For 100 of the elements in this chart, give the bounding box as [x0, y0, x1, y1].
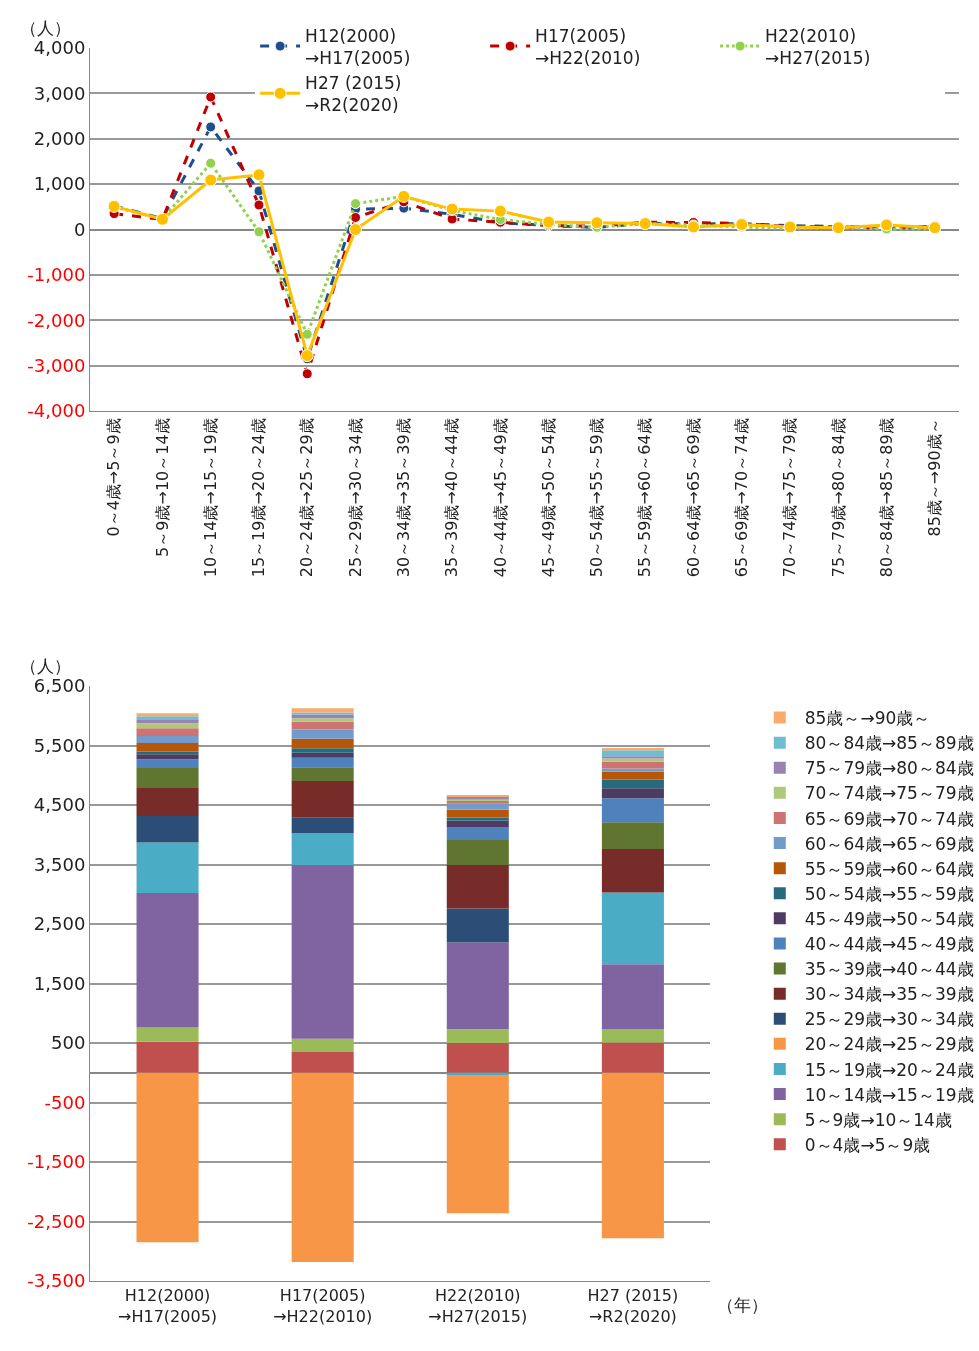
bar: [601, 761, 664, 769]
bar: [601, 1072, 664, 1239]
point: [349, 223, 363, 236]
x-tick-label: 80～84歳→85～89歳: [876, 418, 896, 578]
bar: [136, 1041, 199, 1073]
legend-label: 5～9歳→10～14歳: [804, 1109, 952, 1130]
y-tick-label: 500: [51, 1032, 86, 1054]
point: [300, 349, 314, 363]
bar: [136, 723, 199, 729]
bar: [291, 817, 354, 833]
legend-label: H17(2005) →H22(2010): [535, 25, 641, 68]
bar: [446, 803, 509, 810]
legend-label: 0～4歳→5～9歳: [804, 1134, 931, 1155]
legend-label: 75～79歳→80～84歳: [804, 758, 974, 779]
bar: [291, 738, 354, 749]
bar: [291, 729, 354, 739]
y-tick-label: 3,000: [33, 82, 86, 104]
x-tick-label: 30～34歳→35～39歳: [394, 418, 414, 578]
bar: [136, 719, 199, 724]
point: [301, 328, 313, 340]
bar: [446, 1072, 509, 1076]
x-tick-label: 50～54歳→55～59歳: [587, 418, 607, 578]
y-tick-label: -4,000: [27, 400, 86, 422]
bar: [291, 1072, 354, 1262]
x-tick-label: 35～39歳→40～44歳: [442, 418, 462, 578]
legend-label: 65～69歳→70～74歳: [804, 808, 974, 829]
legend-label: 15～19歳→20～24歳: [804, 1059, 974, 1080]
y-tick-label: 6,500: [33, 675, 86, 697]
y-tick-label: 5,500: [33, 734, 86, 756]
bar: [446, 942, 509, 1030]
bar: [291, 708, 354, 713]
y-tick-label: -3,500: [27, 1270, 86, 1292]
bar: [601, 768, 664, 772]
y-tick-label: -2,000: [27, 309, 86, 331]
legend-label: 25～29歳→30～34歳: [804, 1009, 974, 1030]
point: [590, 216, 604, 230]
bar: [601, 779, 664, 789]
legend-label: 85歳～→90歳～: [804, 708, 931, 729]
bar: [136, 893, 199, 1028]
y-axis-title: （人）: [20, 18, 71, 38]
point: [253, 199, 265, 211]
bar: [136, 788, 199, 817]
bar: [446, 827, 509, 841]
bar: [136, 759, 199, 769]
bar: [601, 1029, 664, 1043]
x-tick-label: 25～29歳→30～34歳: [345, 418, 365, 578]
x-tick-label: 55～59歳→60～64歳: [635, 418, 655, 578]
y-tick-label: -2,500: [27, 1210, 86, 1232]
point: [205, 91, 217, 103]
bar: [136, 816, 199, 843]
bar: [291, 718, 354, 722]
x-tick-label: 15～19歳→20～24歳: [249, 418, 269, 578]
bar: [291, 780, 354, 818]
bar: [446, 908, 509, 943]
y-tick-label: -3,000: [27, 354, 86, 376]
bar: [601, 964, 664, 1030]
point: [350, 198, 362, 210]
bar: [291, 721, 354, 730]
x-tick-label: 10～14歳→15～19歳: [200, 418, 220, 578]
bar: [136, 1072, 199, 1243]
legend-label: 70～74歳→75～79歳: [804, 783, 974, 804]
y-axis-title: （人）: [20, 656, 71, 676]
legend-label: 10～14歳→15～19歳: [804, 1084, 974, 1105]
bar: [291, 832, 354, 866]
bar: [601, 892, 664, 965]
bar: [136, 728, 199, 736]
point: [253, 226, 265, 238]
bar: [291, 1051, 354, 1073]
legend-label: 20～24歳→25～29歳: [804, 1034, 974, 1055]
y-tick-label: 4,500: [33, 794, 86, 816]
bar: [446, 865, 509, 909]
y-tick-label: 2,500: [33, 913, 86, 935]
legend-label: 35～39歳→40～44歳: [804, 959, 974, 980]
bar: [136, 768, 199, 789]
x-tick-label: H17(2005) →H22(2010): [273, 1286, 373, 1326]
legend-label: H12(2000) →H17(2005): [305, 25, 411, 68]
x-tick-label: 45～49歳→50～54歳: [538, 418, 558, 578]
bar: [601, 788, 664, 799]
legend-label: 80～84歳→85～89歳: [804, 733, 974, 754]
bar: [291, 767, 354, 781]
bar: [291, 748, 354, 753]
x-tick-label: 0～4歳→5～9歳: [104, 418, 124, 537]
bar: [446, 809, 509, 818]
legend-label: H27 (2015) →R2(2020): [305, 72, 402, 115]
x-tick-label: 20～24歳→25～29歳: [297, 418, 317, 578]
point: [301, 368, 313, 380]
y-tick-label: -500: [44, 1091, 86, 1113]
x-axis-title: （年）: [717, 1295, 768, 1315]
point: [205, 157, 217, 169]
legend-label: 50～54歳→55～59歳: [804, 883, 974, 904]
y-tick-label: -1,500: [27, 1151, 86, 1173]
x-tick-label: H22(2010) →H27(2015): [428, 1286, 528, 1326]
x-tick-label: 85歳～→90歳～: [925, 418, 945, 537]
x-tick-label: 5～9歳→10～14歳: [152, 418, 172, 557]
bar: [601, 798, 664, 823]
y-tick-label: 0: [73, 218, 86, 240]
bar: [136, 1027, 199, 1042]
bar: [136, 743, 199, 752]
bar: [291, 865, 354, 1039]
bar: [291, 1038, 354, 1052]
